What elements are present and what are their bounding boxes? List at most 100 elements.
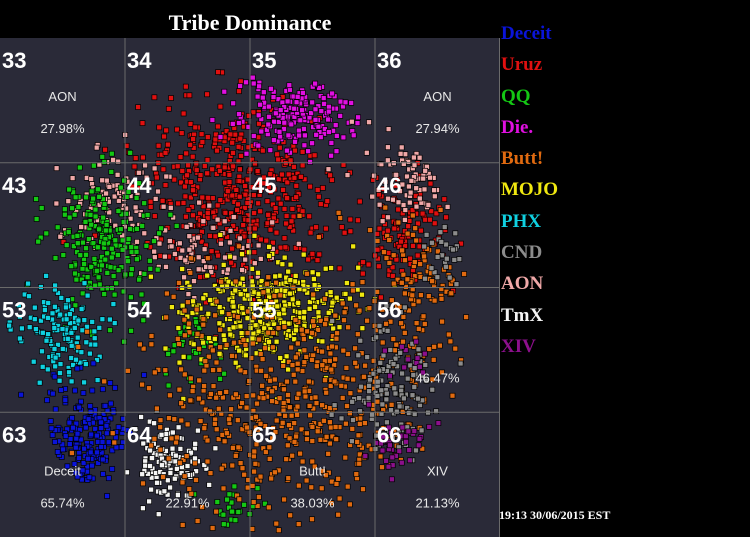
- village-dot: [269, 435, 276, 442]
- village-dot: [18, 391, 24, 398]
- legend-item-qq: QQ: [501, 85, 531, 107]
- village-dot: [216, 350, 223, 357]
- village-dot: [51, 325, 58, 331]
- village-dot: [15, 302, 22, 309]
- village-dot: [185, 207, 192, 213]
- village-dot: [443, 255, 450, 262]
- village-dot: [306, 305, 313, 312]
- village-dot: [269, 344, 276, 351]
- village-dot: [281, 235, 288, 241]
- village-dot: [228, 406, 234, 413]
- village-dot: [303, 354, 310, 360]
- village-dot: [315, 327, 321, 333]
- village-dot: [204, 272, 211, 279]
- village-dot: [165, 105, 172, 112]
- village-dot: [201, 367, 208, 374]
- village-dot: [299, 368, 306, 374]
- village-dot: [426, 346, 433, 352]
- village-dot: [212, 136, 219, 143]
- village-dot: [204, 134, 211, 140]
- sector-number: 33: [2, 48, 26, 73]
- village-dot: [402, 257, 408, 264]
- village-dot: [96, 324, 103, 331]
- village-dot: [297, 117, 304, 124]
- village-dot: [103, 430, 110, 437]
- village-dot: [355, 352, 362, 359]
- village-dot: [183, 213, 189, 220]
- village-dot: [325, 108, 332, 115]
- village-dot: [248, 355, 255, 361]
- village-dot: [60, 239, 67, 245]
- village-dot: [111, 439, 118, 446]
- village-dot: [290, 213, 297, 220]
- village-dot: [393, 182, 399, 189]
- village-dot: [404, 276, 411, 283]
- village-dot: [405, 356, 412, 363]
- village-dot: [418, 292, 424, 298]
- village-dot: [402, 151, 409, 158]
- village-dot: [333, 148, 340, 155]
- village-dot: [238, 330, 245, 336]
- village-dot: [33, 216, 40, 222]
- village-dot: [107, 327, 113, 334]
- village-dot: [257, 351, 264, 357]
- village-dot: [391, 225, 398, 232]
- village-dot: [366, 119, 372, 126]
- village-dot: [383, 396, 390, 403]
- village-dot: [229, 245, 235, 252]
- village-dot: [421, 350, 428, 357]
- village-dot: [160, 203, 167, 210]
- village-dot: [62, 433, 69, 439]
- village-dot: [39, 329, 46, 336]
- village-dot: [314, 187, 321, 193]
- village-dot: [71, 461, 78, 467]
- village-dot: [378, 161, 385, 168]
- village-dot: [272, 273, 279, 280]
- village-dot: [154, 405, 160, 412]
- village-dot: [329, 90, 335, 97]
- village-dot: [237, 166, 243, 173]
- village-dot: [155, 142, 162, 149]
- village-dot: [421, 243, 428, 250]
- village-dot: [262, 306, 268, 313]
- village-dot: [383, 320, 389, 327]
- village-dot: [453, 281, 460, 288]
- village-dot: [217, 103, 224, 110]
- village-dot: [102, 402, 109, 409]
- village-dot: [327, 383, 334, 389]
- village-dot: [251, 314, 257, 321]
- village-dot: [283, 456, 290, 463]
- village-dot: [379, 447, 386, 454]
- village-dot: [433, 408, 439, 415]
- village-dot: [317, 317, 324, 324]
- village-dot: [193, 477, 199, 483]
- village-dot: [249, 483, 256, 489]
- village-dot: [330, 325, 337, 332]
- village-dot: [450, 246, 456, 253]
- village-dot: [125, 236, 132, 242]
- legend-item-mojo: MOJO: [501, 179, 558, 201]
- village-dot: [74, 240, 81, 247]
- village-dot: [251, 192, 257, 198]
- village-dot: [268, 299, 275, 305]
- village-dot: [217, 167, 223, 174]
- village-dot: [232, 278, 239, 285]
- village-dot: [403, 284, 409, 290]
- village-dot: [195, 266, 202, 273]
- village-dot: [187, 397, 194, 404]
- village-dot: [151, 369, 158, 376]
- village-dot: [230, 445, 236, 451]
- village-dot: [347, 501, 353, 508]
- village-dot: [439, 369, 445, 376]
- village-dot: [435, 420, 442, 426]
- village-dot: [103, 190, 109, 197]
- village-dot: [214, 216, 221, 223]
- village-dot: [329, 177, 335, 183]
- village-dot: [239, 400, 245, 406]
- village-dot: [286, 290, 293, 297]
- sector-number: 55: [252, 298, 276, 323]
- village-dot: [275, 156, 282, 163]
- village-dot: [292, 245, 299, 251]
- village-dot: [364, 317, 370, 324]
- village-dot: [380, 433, 386, 440]
